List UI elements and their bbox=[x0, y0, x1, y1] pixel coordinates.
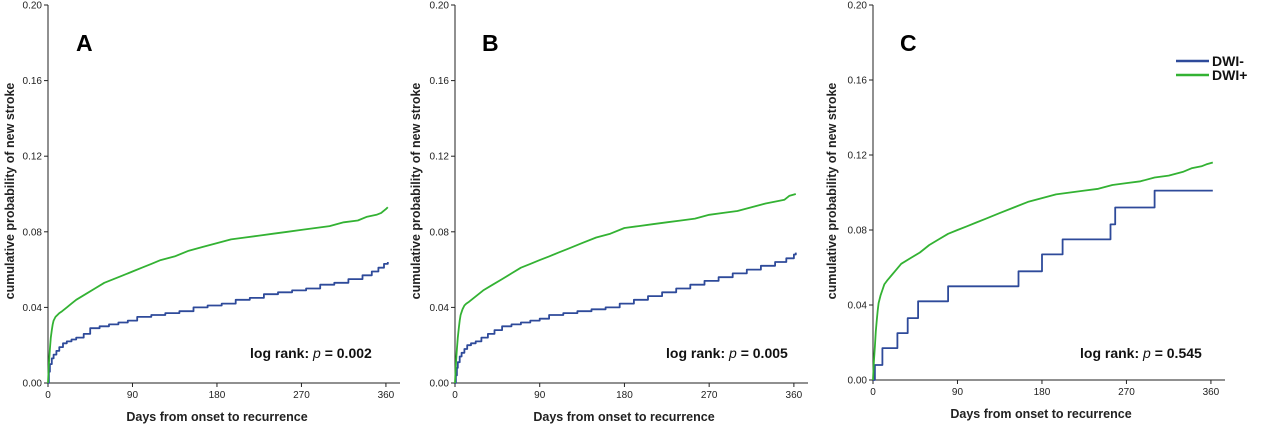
panel-a-x-tick-label: 270 bbox=[293, 390, 310, 401]
panel-b-x-tick-label: 180 bbox=[616, 390, 633, 401]
panel-a-series-dwi-pos-line bbox=[47, 206, 389, 384]
panel-a-log-rank: log rank: p = 0.002 bbox=[250, 345, 372, 361]
panel-c-y-axis-title: cumulative probability of new stroke bbox=[825, 83, 839, 300]
panel-b-y-tick-label: 0.00 bbox=[430, 379, 450, 390]
panel-b-x-tick-label: 0 bbox=[452, 390, 458, 401]
panel-b-series-dwi-pos-line bbox=[454, 193, 797, 384]
panel-b-axes bbox=[454, 5, 808, 384]
panel-a-log-rank-prefix: log rank: bbox=[250, 345, 313, 361]
panel-c: 0.00 0.04 0.08 0.12 0.16 0.20 0 90 180 270 360 C l… bbox=[825, 1, 1225, 421]
panel-c-log-rank: log rank: p = 0.545 bbox=[1080, 345, 1202, 361]
panel-a-axes bbox=[47, 5, 400, 384]
panel-c-y-tick-label: 0.20 bbox=[848, 1, 868, 12]
panel-b-y-tick-label: 0.08 bbox=[430, 227, 450, 238]
panel-a-series bbox=[47, 206, 389, 384]
panel-a-x-tick-label: 180 bbox=[209, 390, 226, 401]
panel-a-y-tick-label: 0.16 bbox=[23, 76, 43, 87]
panel-a-letter: A bbox=[76, 30, 93, 56]
panel-a-x-axis-title: Days from onset to recurrence bbox=[126, 410, 307, 424]
panel-b-series-dwi-neg-line bbox=[455, 252, 797, 384]
panel-b-x-tick-label: 360 bbox=[786, 390, 803, 401]
panel-c-axes bbox=[872, 5, 1225, 381]
panel-b-log-rank-prefix: log rank: bbox=[666, 345, 729, 361]
panel-c-y-tick-label: 0.04 bbox=[848, 301, 868, 312]
panel-c-ticks: 0.00 0.04 0.08 0.12 0.16 0.20 0 90 180 270 360 bbox=[848, 1, 1220, 399]
panel-a-p-value: = 0.002 bbox=[321, 345, 372, 361]
panel-c-series-dwi-pos-line bbox=[872, 161, 1214, 381]
panel-b-x-axis-title: Days from onset to recurrence bbox=[533, 410, 714, 424]
panel-c-x-tick-label: 180 bbox=[1034, 387, 1051, 398]
panel-a-y-axis-title: cumulative probability of new stroke bbox=[3, 83, 17, 300]
panel-b-y-tick-label: 0.12 bbox=[430, 152, 450, 163]
legend: DWI- DWI+ bbox=[1176, 53, 1247, 83]
panel-b-p-symbol: p bbox=[728, 345, 737, 361]
panel-b-y-axis-title: cumulative probability of new stroke bbox=[409, 83, 423, 300]
panel-c-series bbox=[872, 161, 1214, 381]
panel-a-ticks: 0.00 0.04 0.08 0.12 0.16 0.20 0 90 180 270 360 bbox=[23, 1, 395, 402]
panel-c-p-value: = 0.545 bbox=[1151, 345, 1202, 361]
panel-c-letter: C bbox=[900, 30, 917, 56]
panel-b-y-tick-label: 0.16 bbox=[430, 76, 450, 87]
panel-a-y-tick-label: 0.00 bbox=[23, 379, 43, 390]
panel-c-x-tick-label: 90 bbox=[952, 387, 964, 398]
panel-c-x-tick-label: 0 bbox=[870, 387, 876, 398]
legend-label-dwi-pos: DWI+ bbox=[1212, 67, 1247, 83]
panel-c-y-tick-label: 0.00 bbox=[848, 376, 868, 387]
panel-a-p-symbol: p bbox=[312, 345, 321, 361]
legend-label-dwi-neg: DWI- bbox=[1212, 53, 1244, 69]
panel-a: 0.00 0.04 0.08 0.12 0.16 0.20 0 90 180 270 360 A l… bbox=[3, 1, 400, 424]
panel-c-p-symbol: p bbox=[1142, 345, 1151, 361]
panel-b-letter: B bbox=[482, 30, 499, 56]
panel-a-y-tick-label: 0.04 bbox=[23, 303, 43, 314]
panel-c-x-tick-label: 360 bbox=[1203, 387, 1220, 398]
panel-b-y-tick-label: 0.20 bbox=[430, 1, 450, 12]
panel-b-x-tick-label: 90 bbox=[534, 390, 546, 401]
panel-b-log-rank: log rank: p = 0.005 bbox=[666, 345, 788, 361]
panel-a-y-tick-label: 0.12 bbox=[23, 152, 43, 163]
panel-b-ticks: 0.00 0.04 0.08 0.12 0.16 0.20 0 90 180 270 360 bbox=[430, 1, 803, 402]
panel-a-x-tick-label: 0 bbox=[45, 390, 51, 401]
panel-b-y-tick-label: 0.04 bbox=[430, 303, 450, 314]
panel-b-x-tick-label: 270 bbox=[701, 390, 718, 401]
panel-a-y-tick-label: 0.08 bbox=[23, 227, 43, 238]
panel-c-x-tick-label: 270 bbox=[1118, 387, 1135, 398]
panel-c-series-dwi-neg-line bbox=[873, 189, 1213, 381]
panel-c-y-tick-label: 0.12 bbox=[848, 151, 868, 162]
panel-b: 0.00 0.04 0.08 0.12 0.16 0.20 0 90 180 270 360 B l… bbox=[409, 1, 808, 424]
panel-a-y-tick-label: 0.20 bbox=[23, 1, 43, 12]
panel-c-y-tick-label: 0.16 bbox=[848, 76, 868, 87]
panel-c-x-axis-title: Days from onset to recurrence bbox=[950, 407, 1131, 421]
panel-b-p-value: = 0.005 bbox=[737, 345, 788, 361]
panel-c-log-rank-prefix: log rank: bbox=[1080, 345, 1143, 361]
panel-a-series-dwi-neg-line bbox=[48, 262, 389, 384]
panel-a-x-tick-label: 90 bbox=[127, 390, 139, 401]
panel-b-series bbox=[454, 193, 797, 384]
panel-a-x-tick-label: 360 bbox=[378, 390, 395, 401]
panel-c-y-tick-label: 0.08 bbox=[848, 226, 868, 237]
